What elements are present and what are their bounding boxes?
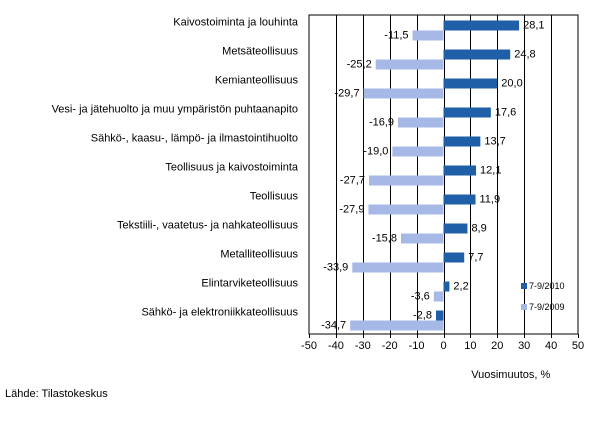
value-label-series-2: -3,6: [411, 291, 430, 303]
plot-frame: [308, 14, 579, 335]
x-tick-label: 0: [440, 340, 446, 352]
category-label: Sähkö-, kaasu-, lämpö- ja ilmastointihuo…: [91, 133, 298, 145]
x-tick-label: -10: [409, 340, 425, 352]
category-label: Metalliteollisuus: [220, 249, 298, 261]
value-label-series-1: 11,9: [480, 194, 501, 206]
legend-label-series-1: 7-9/2010: [529, 281, 565, 291]
bar-series-1: [443, 281, 450, 292]
bar-series-1: [443, 136, 481, 147]
bar-series-2: [433, 291, 444, 302]
bar-series-2: [368, 204, 444, 215]
x-tick-label: 20: [491, 340, 503, 352]
legend-swatch-series-1: [521, 283, 527, 289]
x-tick-label: 50: [572, 340, 584, 352]
source-note: Lähde: Tilastokeskus: [5, 388, 108, 400]
value-label-series-2: -27,9: [339, 204, 364, 216]
value-label-series-1: 17,6: [495, 107, 516, 119]
value-label-series-2: -27,7: [340, 175, 365, 187]
x-tick-label: 30: [518, 340, 530, 352]
bar-series-1: [443, 78, 498, 89]
value-label-series-2: -29,7: [335, 88, 360, 100]
value-label-series-1: -2,8: [413, 310, 432, 322]
value-label-series-1: 7,7: [468, 252, 483, 264]
value-label-series-1: 12,1: [480, 165, 501, 177]
x-tick-label: 40: [545, 340, 557, 352]
bar-series-1: [443, 49, 511, 60]
bar-series-2: [375, 59, 444, 70]
category-label: Sähkö- ja elektroniikkateollisuus: [141, 307, 298, 319]
value-label-series-2: -15,8: [372, 233, 397, 245]
value-label-series-2: -33,9: [323, 262, 348, 274]
value-label-series-2: -19,0: [363, 146, 388, 158]
x-tick-label: -30: [355, 340, 371, 352]
category-label: Elintarviketeollisuus: [201, 278, 298, 290]
bar-series-1: [443, 252, 465, 263]
value-label-series-2: -16,9: [369, 117, 394, 129]
value-label-series-1: 2,2: [453, 281, 468, 293]
bar-series-2: [392, 146, 444, 157]
bar-series-1: [435, 310, 444, 321]
x-tick-label: 10: [464, 340, 476, 352]
bar-series-1: [443, 20, 520, 31]
value-label-series-1: 28,1: [523, 20, 544, 32]
category-label: Teollisuus ja kaivostoiminta: [165, 162, 299, 174]
bar-series-2: [398, 117, 444, 128]
category-label: Kemianteollisuus: [215, 75, 299, 87]
bar-series-1: [443, 165, 477, 176]
x-tick-label: -50: [301, 340, 317, 352]
value-label-series-2: -11,5: [384, 30, 408, 42]
bar-series-1: [443, 107, 491, 118]
bar-series-1: [443, 194, 476, 205]
value-label-series-1: 20,0: [501, 78, 522, 90]
x-tick-label: -20: [382, 340, 398, 352]
x-axis-title: Vuosimuutos, %: [471, 369, 550, 381]
value-label-series-1: 24,8: [514, 49, 535, 61]
bar-series-2: [350, 320, 444, 331]
bar-series-2: [368, 175, 444, 186]
value-label-series-2: -25,2: [347, 59, 372, 71]
bar-series-2: [363, 88, 444, 99]
category-label: Teollisuus: [250, 191, 299, 203]
value-label-series-2: -34,7: [321, 320, 346, 332]
bar-series-2: [400, 233, 444, 244]
category-label: Kaivostoiminta ja louhinta: [173, 17, 299, 29]
legend-swatch-series-2: [521, 304, 527, 310]
bar-series-2: [412, 30, 444, 41]
bar-series-2: [352, 262, 444, 273]
category-label: Vesi- ja jätehuolto ja muu ympäristön pu…: [52, 104, 298, 116]
bar-series-1: [443, 223, 468, 234]
category-label: Metsäteollisuus: [222, 46, 298, 58]
value-label-series-1: 8,9: [471, 223, 486, 235]
category-label: Tekstiili-, vaatetus- ja nahkateollisuus: [117, 220, 298, 232]
legend-label-series-2: 7-9/2009: [529, 302, 565, 312]
value-label-series-1: 13,7: [484, 136, 505, 148]
x-tick-label: -40: [328, 340, 344, 352]
